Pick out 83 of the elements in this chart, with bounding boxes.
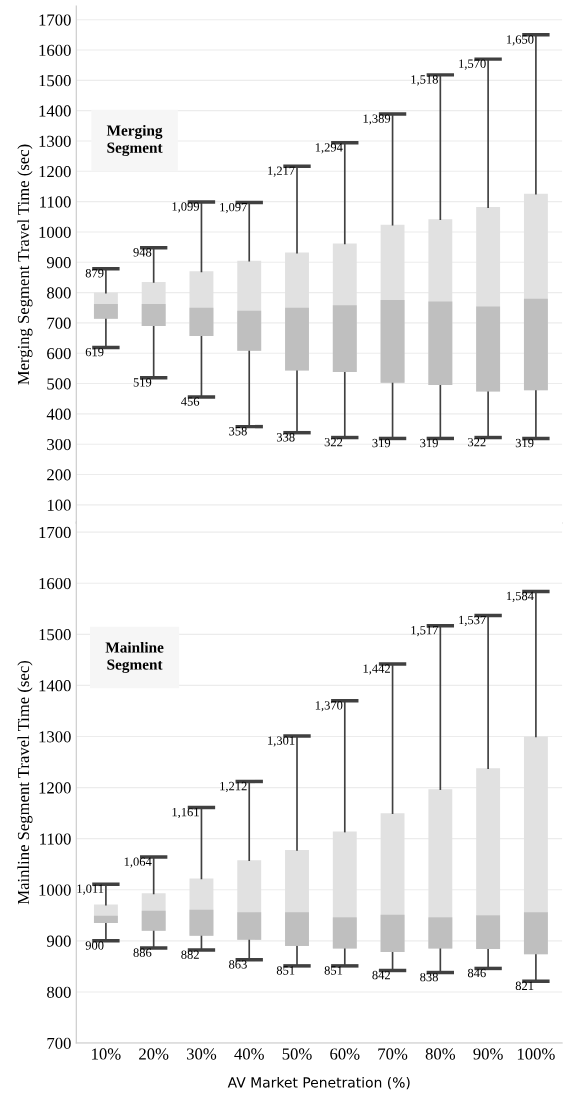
annotation: 882 <box>181 950 199 959</box>
y-tick-label: 1000 <box>39 226 71 238</box>
annotation: 1,584 <box>506 591 534 603</box>
annotation: 1,442 <box>363 664 390 675</box>
annotation: 1,097 <box>220 202 247 214</box>
y-tick-label: 1200 <box>39 782 71 794</box>
y-tick-label: 1500 <box>39 629 71 641</box>
y-tick-label: 700 <box>47 317 71 329</box>
y-tick-label: 1700 <box>39 14 71 26</box>
x-tick-label: 10% <box>92 1048 121 1060</box>
y-tick-label: 1400 <box>39 105 71 117</box>
annotation: 821 <box>515 981 534 990</box>
x-tick-label: 20% <box>139 1048 169 1060</box>
y-tick-label: 1000 <box>39 884 71 896</box>
annotation: Merging Segment <box>106 124 163 157</box>
y-tick-label: 100 <box>47 499 71 511</box>
annotation: 1,217 <box>268 166 295 177</box>
y-tick-label: 1200 <box>39 166 71 178</box>
annotation: 1,294 <box>315 143 343 154</box>
annotation: 319 <box>372 438 391 448</box>
y-tick-label: 700 <box>47 1037 71 1049</box>
annotation: 879 <box>85 269 104 278</box>
annotation: 1,064 <box>124 857 152 868</box>
y-tick-label: 800 <box>47 287 71 299</box>
annotation: 1,570 <box>459 59 486 70</box>
annotation: 1,011 <box>77 884 104 895</box>
annotation: 846 <box>467 968 486 978</box>
y-axis-title: Mainline Segment Travel Time (sec) <box>17 660 33 905</box>
annotation: 1,370 <box>315 701 343 712</box>
x-tick-label: 40% <box>234 1048 264 1060</box>
annotation: 838 <box>420 972 438 982</box>
x-tick-label: 80% <box>425 1048 456 1060</box>
annotation: 1,212 <box>220 781 247 793</box>
annotation: 1,099 <box>172 202 200 213</box>
y-tick-label: 1100 <box>40 833 71 845</box>
y-tick-label: 1600 <box>39 44 71 56</box>
x-tick-label: 90% <box>473 1048 503 1060</box>
y-tick-label: 900 <box>46 256 71 269</box>
y-tick-label: 200 <box>47 469 71 481</box>
y-tick-label: 1700 <box>39 526 71 539</box>
annotation: 1,389 <box>363 114 391 125</box>
annotation: 319 <box>515 438 534 448</box>
x-tick-label: 60% <box>330 1048 360 1060</box>
y-tick-label: 900 <box>46 935 71 947</box>
x-tick-label: 70% <box>378 1048 408 1060</box>
y-tick-label: 600 <box>47 347 71 360</box>
x-tick-label: 50% <box>282 1048 312 1060</box>
y-tick-label: 300 <box>47 438 71 451</box>
annotation: 619 <box>85 347 104 357</box>
annotation: Mainline Segment <box>105 641 164 673</box>
annotation: 1,161 <box>172 807 199 819</box>
annotation: 948 <box>133 248 152 257</box>
y-tick-label: 800 <box>47 986 71 998</box>
y-tick-label: 400 <box>46 408 71 420</box>
x-tick-label: 30% <box>186 1048 217 1060</box>
annotation: 842 <box>372 970 390 980</box>
annotation: 851 <box>276 966 295 975</box>
y-tick-label: 1300 <box>39 135 71 147</box>
annotation: 358 <box>229 426 247 436</box>
annotation: 851 <box>324 966 343 975</box>
x-axis-title: AV Market Penetration (%) <box>227 1076 410 1090</box>
annotation: 863 <box>229 960 247 969</box>
y-tick-label: 500 <box>47 378 71 390</box>
y-tick-label: 1600 <box>39 577 71 590</box>
y-tick-label: 1300 <box>39 731 71 743</box>
y-tick-label: 1100 <box>40 196 71 208</box>
annotation: 322 <box>324 437 343 447</box>
y-tick-label: 1400 <box>39 680 71 692</box>
y-tick-label: 1500 <box>39 75 71 87</box>
annotation: 519 <box>133 378 152 387</box>
annotation: 319 <box>420 438 438 448</box>
annotation: 1,518 <box>411 75 438 86</box>
annotation: 886 <box>133 948 152 957</box>
annotation: 1,650 <box>506 35 534 46</box>
annotation: 338 <box>276 433 295 442</box>
annotation: 1,301 <box>268 736 295 747</box>
annotation: 900 <box>85 941 104 950</box>
y-axis-title: Merging Segment Travel Time (sec) <box>17 144 33 385</box>
annotation: 456 <box>181 397 200 406</box>
annotation: 322 <box>468 437 486 447</box>
x-tick-label: 100% <box>517 1048 555 1060</box>
annotation: 1,517 <box>411 626 439 637</box>
annotation: 1,537 <box>459 615 486 627</box>
